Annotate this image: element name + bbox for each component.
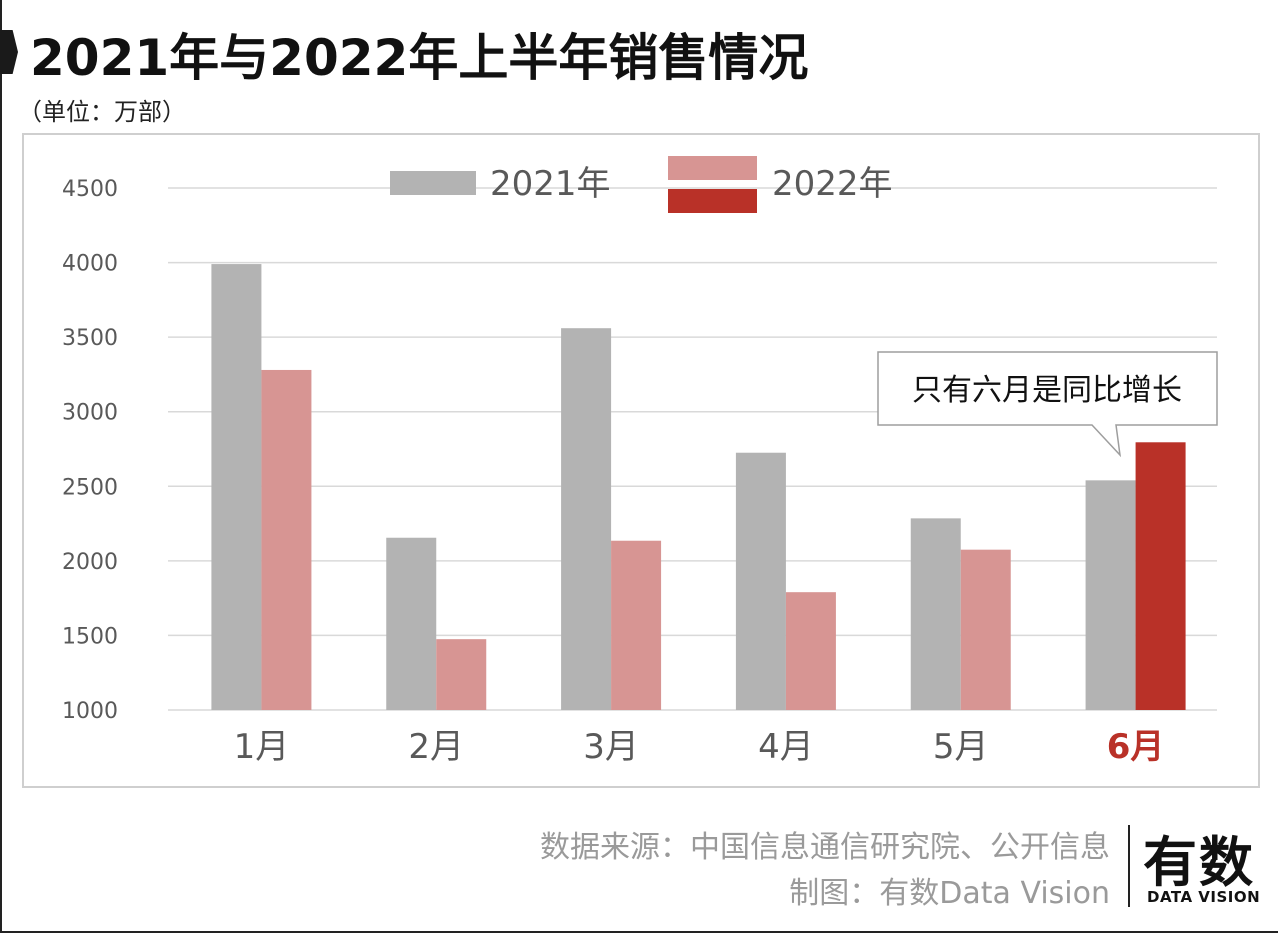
bar-2022 xyxy=(611,540,662,710)
bar-2022 xyxy=(436,639,487,710)
annotation-text: 只有六月是同比增长 xyxy=(912,373,1182,408)
y-tick-label: 2000 xyxy=(62,550,118,575)
legend-label-2022: 2022年 xyxy=(772,164,893,204)
logo-mark: 有数 xyxy=(1143,831,1255,894)
x-tick-label: 4月 xyxy=(758,727,814,767)
logo-wordmark: DATA VISION xyxy=(1147,888,1261,906)
bar-2021 xyxy=(1085,480,1136,710)
y-tick-label: 4500 xyxy=(62,177,118,202)
legend-swatch-2022-highlight xyxy=(668,189,757,213)
bar-chart: 1000 1500 2000 2500 3000 3500 4000 4500 1月 2月 3月 4月… xyxy=(62,156,1218,767)
x-tick-label: 3月 xyxy=(583,727,639,767)
bar-2021 xyxy=(211,264,262,710)
bar-2022 xyxy=(261,369,312,710)
page-title: 2021年与2022年上半年销售情况 xyxy=(30,29,809,87)
y-tick-label: 2500 xyxy=(62,475,118,500)
data-source: 数据来源：中国信息通信研究院、公开信息 xyxy=(540,830,1110,865)
y-tick-label: 1500 xyxy=(62,624,118,649)
y-tick-label: 3000 xyxy=(62,401,118,426)
unit-label: （单位：万部） xyxy=(18,98,186,126)
chart-credit: 制图：有数Data Vision xyxy=(789,876,1110,911)
bar-2021 xyxy=(561,328,612,710)
annotation-callout xyxy=(877,351,1218,458)
chart-frame xyxy=(22,133,1260,788)
bar-2022 xyxy=(1135,442,1186,710)
bar-2021 xyxy=(386,537,437,710)
footer-divider xyxy=(1128,825,1130,907)
x-tick-label: 6月 xyxy=(1107,727,1165,767)
bar-2022 xyxy=(960,549,1011,710)
bar-2021 xyxy=(910,518,961,710)
bar-2022 xyxy=(785,592,836,710)
legend-swatch-2021 xyxy=(390,171,476,195)
y-tick-label: 3500 xyxy=(62,326,118,351)
legend-swatch-2022 xyxy=(668,156,757,180)
x-tick-label: 5月 xyxy=(933,727,989,767)
x-tick-label: 2月 xyxy=(408,727,464,767)
y-tick-label: 4000 xyxy=(62,252,118,277)
x-tick-label: 1月 xyxy=(234,727,290,767)
legend-label-2021: 2021年 xyxy=(490,164,611,204)
y-tick-label: 1000 xyxy=(62,699,118,724)
title-marker xyxy=(0,30,18,74)
bar-2021 xyxy=(735,452,786,710)
